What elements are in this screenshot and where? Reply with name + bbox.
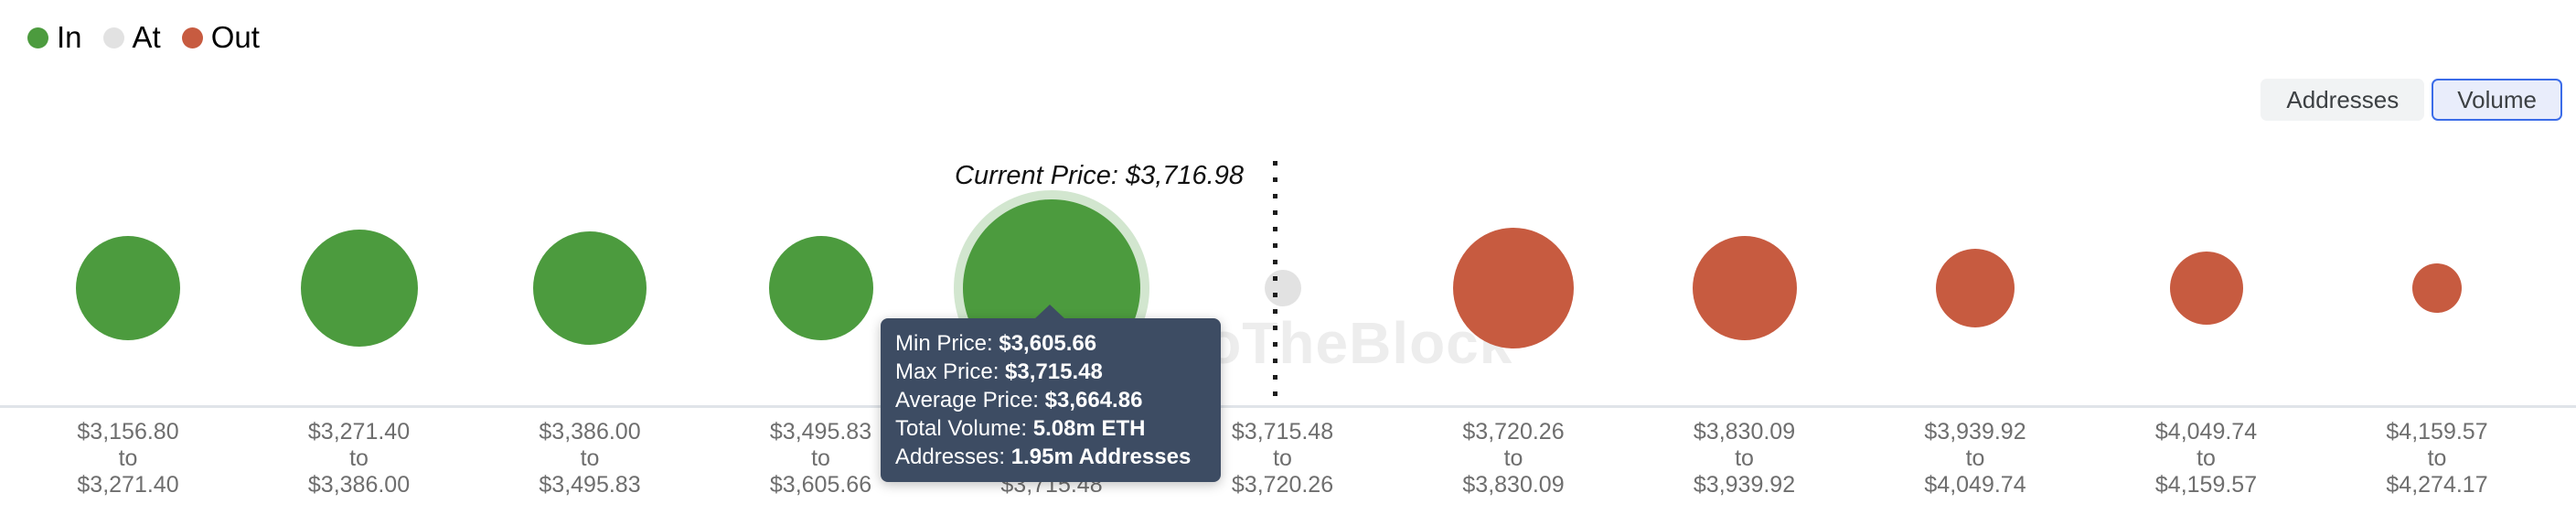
range-to: $3,271.40 <box>77 472 179 498</box>
range-to: $4,049.74 <box>1924 472 2026 498</box>
x-axis-label: $3,386.00 to $3,495.83 <box>474 419 706 498</box>
bubble-out-9[interactable] <box>2169 252 2243 325</box>
x-axis-label: $3,495.83 to $3,605.66 <box>705 419 937 498</box>
tooltip-row-label: Max Price: <box>895 359 1006 384</box>
bubble-in-0[interactable] <box>76 236 180 340</box>
bubble-in-1[interactable] <box>300 230 418 347</box>
range-from: $3,156.80 <box>77 419 179 445</box>
range-from: $3,386.00 <box>539 419 641 445</box>
range-from: $3,720.26 <box>1462 419 1565 445</box>
bubble-at-5[interactable] <box>1264 270 1301 306</box>
range-separator: to <box>1965 445 1985 471</box>
range-from: $4,049.74 <box>2154 419 2258 445</box>
legend-item-label: At <box>132 20 161 54</box>
bubble-out-10[interactable] <box>2412 263 2462 313</box>
volume-toggle-button[interactable]: Volume <box>2432 79 2562 121</box>
legend-item-in[interactable]: In <box>27 20 82 55</box>
x-axis-label: $4,049.74 to $4,159.57 <box>2090 419 2323 498</box>
range-from: $3,939.92 <box>1924 419 2026 445</box>
tooltip-row-label: Min Price: <box>895 331 999 356</box>
tooltip-row: Average Price: $3,664.86 <box>895 386 1206 414</box>
range-to: $4,159.57 <box>2154 472 2258 498</box>
tooltip-row: Addresses: 1.95m Addresses <box>895 443 1206 471</box>
range-separator: to <box>2197 445 2216 471</box>
x-axis-label: $4,159.57 to $4,274.17 <box>2321 419 2553 498</box>
view-toggle-group: Addresses Volume <box>2261 79 2562 121</box>
tooltip-row-value: $3,605.66 <box>999 331 1097 356</box>
tooltip-rows: Min Price: $3,605.66 Max Price: $3,715.48… <box>895 329 1206 471</box>
legend-dot-icon <box>181 27 203 48</box>
bubble-in-3[interactable] <box>768 236 873 340</box>
range-separator: to <box>1273 445 1292 471</box>
legend-item-label: Out <box>210 20 260 54</box>
range-to: $3,386.00 <box>307 472 411 498</box>
bubble-in-2[interactable] <box>533 231 647 345</box>
x-axis-label: $3,715.48 to $3,720.26 <box>1167 419 1399 498</box>
range-from: $3,271.40 <box>307 419 411 445</box>
legend: In At Out <box>27 20 260 55</box>
bubble-out-8[interactable] <box>1936 249 2015 327</box>
tooltip-row-value: $3,715.48 <box>1005 359 1103 384</box>
range-separator: to <box>2427 445 2447 471</box>
tooltip-row: Total Volume: 5.08m ETH <box>895 414 1206 443</box>
addresses-toggle-button[interactable]: Addresses <box>2261 79 2425 121</box>
tooltip-row-label: Average Price: <box>895 388 1045 412</box>
current-price-label: Current Price: $3,716.98 <box>955 161 1244 190</box>
bubble-out-7[interactable] <box>1692 236 1797 340</box>
range-to: $4,274.17 <box>2386 472 2488 498</box>
range-from: $3,830.09 <box>1693 419 1796 445</box>
tooltip-row-label: Addresses: <box>895 445 1011 469</box>
legend-dot-icon <box>27 27 48 48</box>
tooltip-row: Min Price: $3,605.66 <box>895 329 1206 358</box>
tooltip-row-value: 1.95m Addresses <box>1010 445 1192 469</box>
x-axis-line <box>0 405 2576 408</box>
range-separator: to <box>349 445 369 471</box>
bubble-out-6[interactable] <box>1453 228 1574 348</box>
tooltip-row: Max Price: $3,715.48 <box>895 358 1206 386</box>
x-axis-label: $3,720.26 to $3,830.09 <box>1397 419 1630 498</box>
legend-dot-icon <box>102 27 124 48</box>
range-to: $3,939.92 <box>1693 472 1796 498</box>
range-separator: to <box>118 445 138 471</box>
range-to: $3,495.83 <box>539 472 641 498</box>
legend-item-out[interactable]: Out <box>181 20 260 55</box>
range-from: $3,495.83 <box>769 419 872 445</box>
x-axis-label: $3,939.92 to $4,049.74 <box>1859 419 2091 498</box>
range-to: $3,605.66 <box>769 472 872 498</box>
legend-item-label: In <box>57 20 82 54</box>
range-separator: to <box>1503 445 1523 471</box>
range-to: $3,830.09 <box>1462 472 1565 498</box>
x-axis-label: $3,271.40 to $3,386.00 <box>243 419 476 498</box>
tooltip-row-label: Total Volume: <box>895 416 1033 441</box>
range-from: $3,715.48 <box>1231 419 1334 445</box>
tooltip-caret-icon <box>1034 305 1065 319</box>
range-separator: to <box>1735 445 1754 471</box>
current-price-line <box>1273 161 1277 408</box>
x-axis-label: $3,830.09 to $3,939.92 <box>1629 419 1861 498</box>
tooltip-row-value: $3,664.86 <box>1044 388 1143 412</box>
x-axis-label: $3,156.80 to $3,271.40 <box>12 419 244 498</box>
range-separator: to <box>811 445 830 471</box>
tooltip: Min Price: $3,605.66 Max Price: $3,715.48… <box>881 305 1221 482</box>
legend-item-at[interactable]: At <box>102 20 161 55</box>
range-separator: to <box>580 445 600 471</box>
tooltip-row-value: 5.08m ETH <box>1032 416 1146 441</box>
range-from: $4,159.57 <box>2386 419 2488 445</box>
range-to: $3,720.26 <box>1231 472 1334 498</box>
